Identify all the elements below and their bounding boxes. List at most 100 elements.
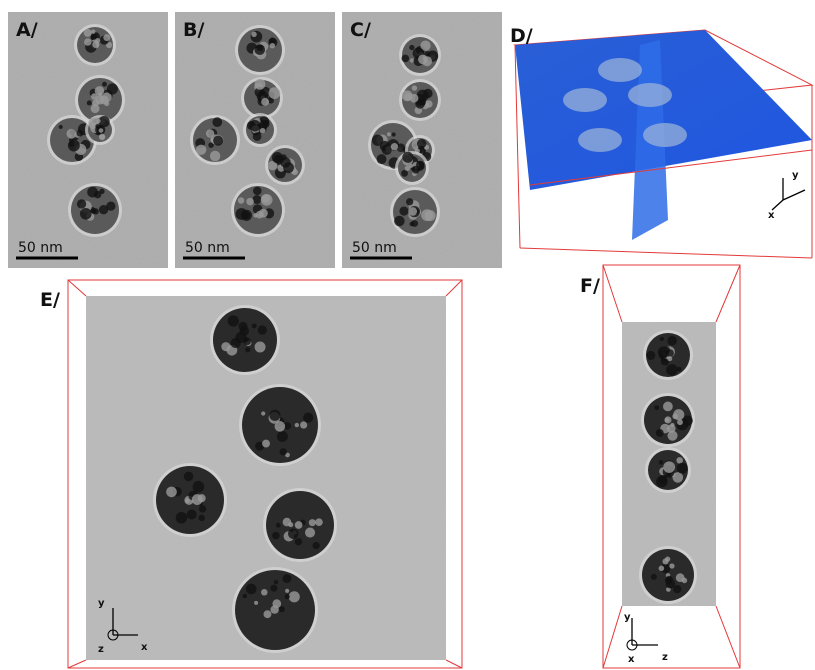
particle-grain xyxy=(668,431,678,441)
particle-grain xyxy=(246,198,254,206)
particle-grain xyxy=(236,208,248,220)
particle-grain xyxy=(666,364,678,376)
particle-grain xyxy=(107,83,118,94)
particle-grain xyxy=(254,601,258,605)
particle-grain xyxy=(387,132,391,136)
particle-grain xyxy=(92,41,99,48)
particle-grain xyxy=(425,100,432,107)
particle-grain xyxy=(272,532,280,540)
panel-label: F/ xyxy=(580,275,600,297)
particle-grain xyxy=(666,579,676,589)
particle-grain xyxy=(221,342,230,351)
particle-grain xyxy=(243,594,248,599)
particle-grain xyxy=(210,151,221,162)
particle-grain xyxy=(261,98,269,106)
particle-grain xyxy=(377,154,387,164)
particle-grain xyxy=(303,413,313,423)
particle-grain xyxy=(96,96,105,105)
particle-grain xyxy=(651,574,657,580)
particle-grain xyxy=(228,315,239,326)
particle-grain xyxy=(251,32,256,37)
particle-grain xyxy=(667,336,677,346)
particle-grain xyxy=(659,460,664,465)
particle-grain xyxy=(391,143,398,150)
axis-label: x xyxy=(628,654,635,665)
particle-grain xyxy=(253,195,262,204)
particle-grain xyxy=(295,423,299,427)
axis-arrows xyxy=(632,618,658,645)
panel-label: A/ xyxy=(16,19,38,41)
particle-grain xyxy=(235,332,246,343)
scale-bar-label: 50 nm xyxy=(18,240,63,256)
particle-grain xyxy=(238,197,244,203)
axis-label: y xyxy=(98,598,105,609)
particle-grain xyxy=(665,556,670,561)
particle-grain xyxy=(68,140,80,152)
particle-grain xyxy=(103,34,110,41)
density-blob xyxy=(598,58,642,82)
particle-grain xyxy=(106,201,115,210)
particle-grain xyxy=(253,187,262,196)
particle-grain xyxy=(87,100,92,105)
panel-label: D/ xyxy=(510,25,533,47)
panel-label: B/ xyxy=(183,19,204,41)
particle-grain xyxy=(409,164,413,168)
particle-grain xyxy=(418,55,428,65)
particle-grain xyxy=(176,512,188,524)
particle-grain xyxy=(288,529,298,539)
particle-grain xyxy=(277,431,288,442)
particle-grain xyxy=(99,134,105,140)
particle-grain xyxy=(417,139,426,148)
density-blob xyxy=(643,123,687,147)
axis-label: x xyxy=(768,210,775,221)
particle-grain xyxy=(253,132,262,141)
particle-grain xyxy=(401,170,408,177)
particle-grain xyxy=(409,45,414,50)
scale-bar-label: 50 nm xyxy=(352,240,397,256)
particle-grain xyxy=(87,187,98,198)
particle-grain xyxy=(238,322,247,331)
particle-grain xyxy=(283,518,292,527)
particle-grain xyxy=(313,542,320,549)
panel-label: C/ xyxy=(350,19,371,41)
axis-arrows xyxy=(772,178,805,210)
particle-grain xyxy=(295,521,303,529)
particle-grain xyxy=(166,487,177,498)
particle-grain xyxy=(658,346,669,357)
density-blob xyxy=(628,83,672,107)
particle-grain xyxy=(295,538,302,545)
particle-grain xyxy=(656,429,664,437)
particle-grain xyxy=(282,574,291,583)
particle-grain xyxy=(198,515,205,522)
particle-grain xyxy=(305,528,315,538)
particle-grain xyxy=(423,89,432,98)
axis-label: y xyxy=(792,170,799,181)
particle-grain xyxy=(253,213,258,218)
particle-grain xyxy=(252,323,257,328)
particle-grain xyxy=(246,584,257,595)
particle-grain xyxy=(102,82,107,87)
particle-grain xyxy=(285,589,289,593)
particle-grain xyxy=(95,86,105,96)
particle-grain xyxy=(59,125,63,129)
particle-grain xyxy=(391,132,395,136)
particle-grain xyxy=(90,121,96,127)
particle-grain xyxy=(269,87,281,99)
particle-grain xyxy=(412,85,417,90)
box-edge xyxy=(520,248,812,258)
particle-grain xyxy=(245,347,250,352)
particle-grain xyxy=(659,566,665,572)
particle-grain xyxy=(264,120,270,126)
axis-label: y xyxy=(624,612,631,623)
particle-grain xyxy=(280,448,287,455)
particle-grain xyxy=(255,79,266,90)
axis-label: z xyxy=(98,644,104,655)
particle-grain xyxy=(402,55,410,63)
particle-grain xyxy=(673,409,684,420)
particle-grain xyxy=(408,207,417,216)
particle-grain xyxy=(76,130,83,137)
particle-grain xyxy=(279,606,285,612)
particle-grain xyxy=(262,440,270,448)
particle-grain xyxy=(185,499,189,503)
